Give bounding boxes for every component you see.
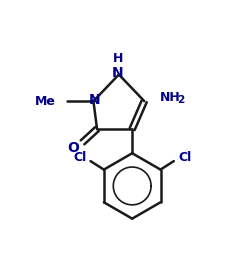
Text: Me: Me xyxy=(35,95,56,108)
Text: Cl: Cl xyxy=(73,151,86,164)
Text: N: N xyxy=(89,93,100,107)
Text: H: H xyxy=(112,52,123,65)
Text: Cl: Cl xyxy=(178,151,191,164)
Text: NH: NH xyxy=(160,91,181,104)
Text: 2: 2 xyxy=(177,95,184,105)
Text: O: O xyxy=(67,141,79,155)
Text: N: N xyxy=(112,66,123,80)
